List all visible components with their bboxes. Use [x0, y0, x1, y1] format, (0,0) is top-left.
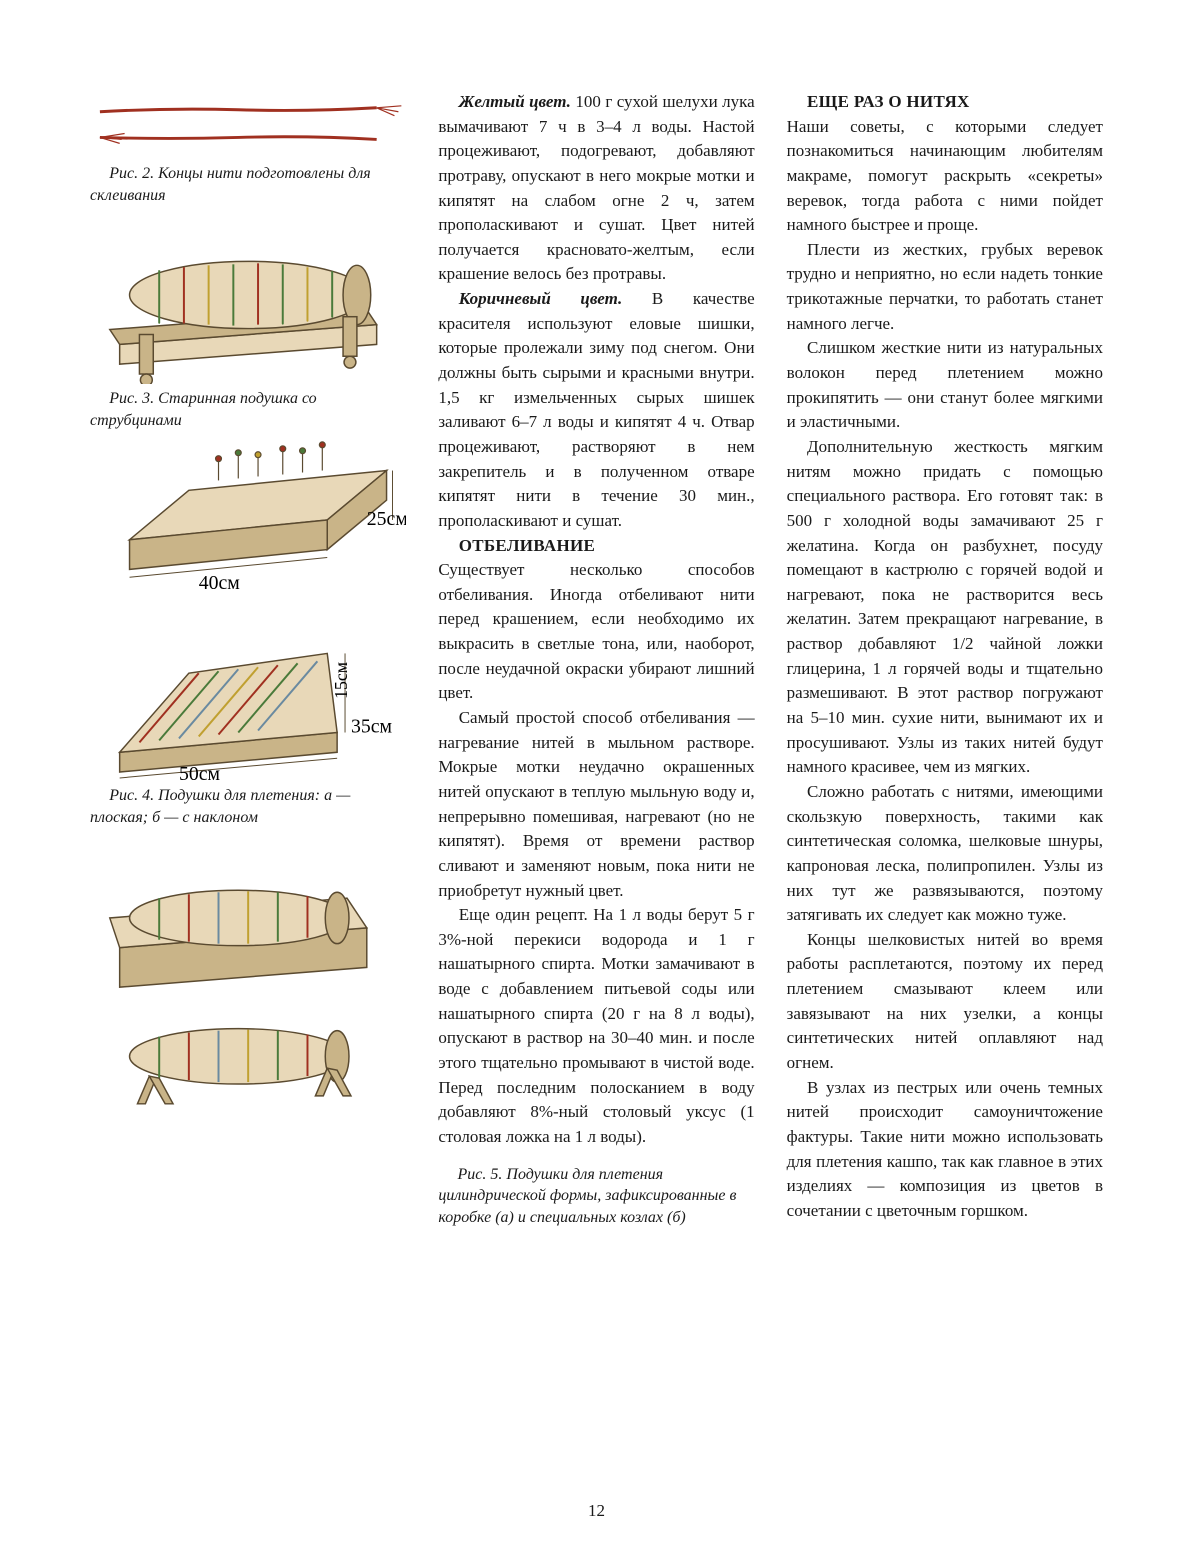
figure-4a: 25см 40см — [90, 431, 406, 599]
figure-2-svg — [90, 90, 406, 159]
columns: Рис. 2. Концы нити подготовлены для скле… — [90, 90, 1103, 1470]
para-brown: Коричневый цвет. В качестве красителя ис… — [438, 287, 754, 533]
bleach-p3: Еще один рецепт. На 1 л воды берут 5 г 3… — [438, 903, 754, 1149]
dim-35: 35см — [351, 715, 393, 737]
bleach-p1: Существует несколько способов отбеливани… — [438, 558, 754, 706]
figure-4b: 15см 35см 50см — [90, 604, 406, 782]
dim-25: 25см — [367, 508, 407, 530]
dim-15: 15см — [331, 661, 351, 698]
threads-p5: Сложно работать с нитями, имеющими сколь… — [787, 780, 1103, 928]
figure-4b-svg: 15см 35см 50см — [90, 604, 406, 782]
yellow-text: 100 г сухой шелухи лука вымачивают 7 ч в… — [438, 92, 754, 283]
dim-40: 40см — [199, 573, 241, 595]
figure-3-caption: Рис. 3. Старинная подушка со струбцинами — [90, 388, 406, 431]
threads-p7: В узлах из пестрых или очень темных ните… — [787, 1076, 1103, 1224]
figure-2 — [90, 90, 406, 159]
threads-p1: Наши советы, с которыми следует познаком… — [787, 115, 1103, 238]
figure-3 — [90, 206, 406, 384]
heading-bleach: ОТБЕЛИВАНИЕ — [438, 534, 754, 559]
figure-4a-svg: 25см 40см — [90, 431, 406, 599]
column-1: Рис. 2. Концы нити подготовлены для скле… — [90, 90, 406, 1470]
column-2: Желтый цвет. 100 г сухой шелухи лука вым… — [438, 90, 754, 1470]
threads-p3: Слишком жесткие нити из натуральных воло… — [787, 336, 1103, 435]
page-number: 12 — [0, 1501, 1193, 1521]
heading-threads: ЕЩЕ РАЗ О НИТЯХ — [787, 90, 1103, 115]
yellow-label: Желтый цвет. — [459, 92, 571, 111]
figure-3-svg — [90, 206, 406, 384]
figure-2-caption: Рис. 2. Концы нити подготовлены для скле… — [90, 163, 406, 206]
column-3: ЕЩЕ РАЗ О НИТЯХ Наши советы, с которыми … — [787, 90, 1103, 1470]
brown-label: Коричневый цвет. — [459, 289, 623, 308]
page: Рис. 2. Концы нити подготовлены для скле… — [0, 0, 1193, 1565]
figure-5-svg — [90, 829, 406, 1106]
dim-50: 50см — [179, 762, 221, 781]
threads-p2: Плести из жестких, грубых веревок трудно… — [787, 238, 1103, 337]
figure-5 — [90, 829, 406, 1106]
para-yellow: Желтый цвет. 100 г сухой шелухи лука вым… — [438, 90, 754, 287]
bleach-p2: Самый простой способ отбеливания — нагре… — [438, 706, 754, 903]
threads-p4: Дополнительную жесткость мягким нитям мо… — [787, 435, 1103, 780]
figure-5-caption: Рис. 5. Подушки для плетения цилиндричес… — [438, 1164, 754, 1229]
brown-text: В качестве красителя используют еловые ш… — [438, 289, 754, 530]
threads-p6: Концы шелковистых нитей во время работы … — [787, 928, 1103, 1076]
figure-4-caption: Рис. 4. Подушки для плетения: а — плоска… — [90, 785, 406, 828]
